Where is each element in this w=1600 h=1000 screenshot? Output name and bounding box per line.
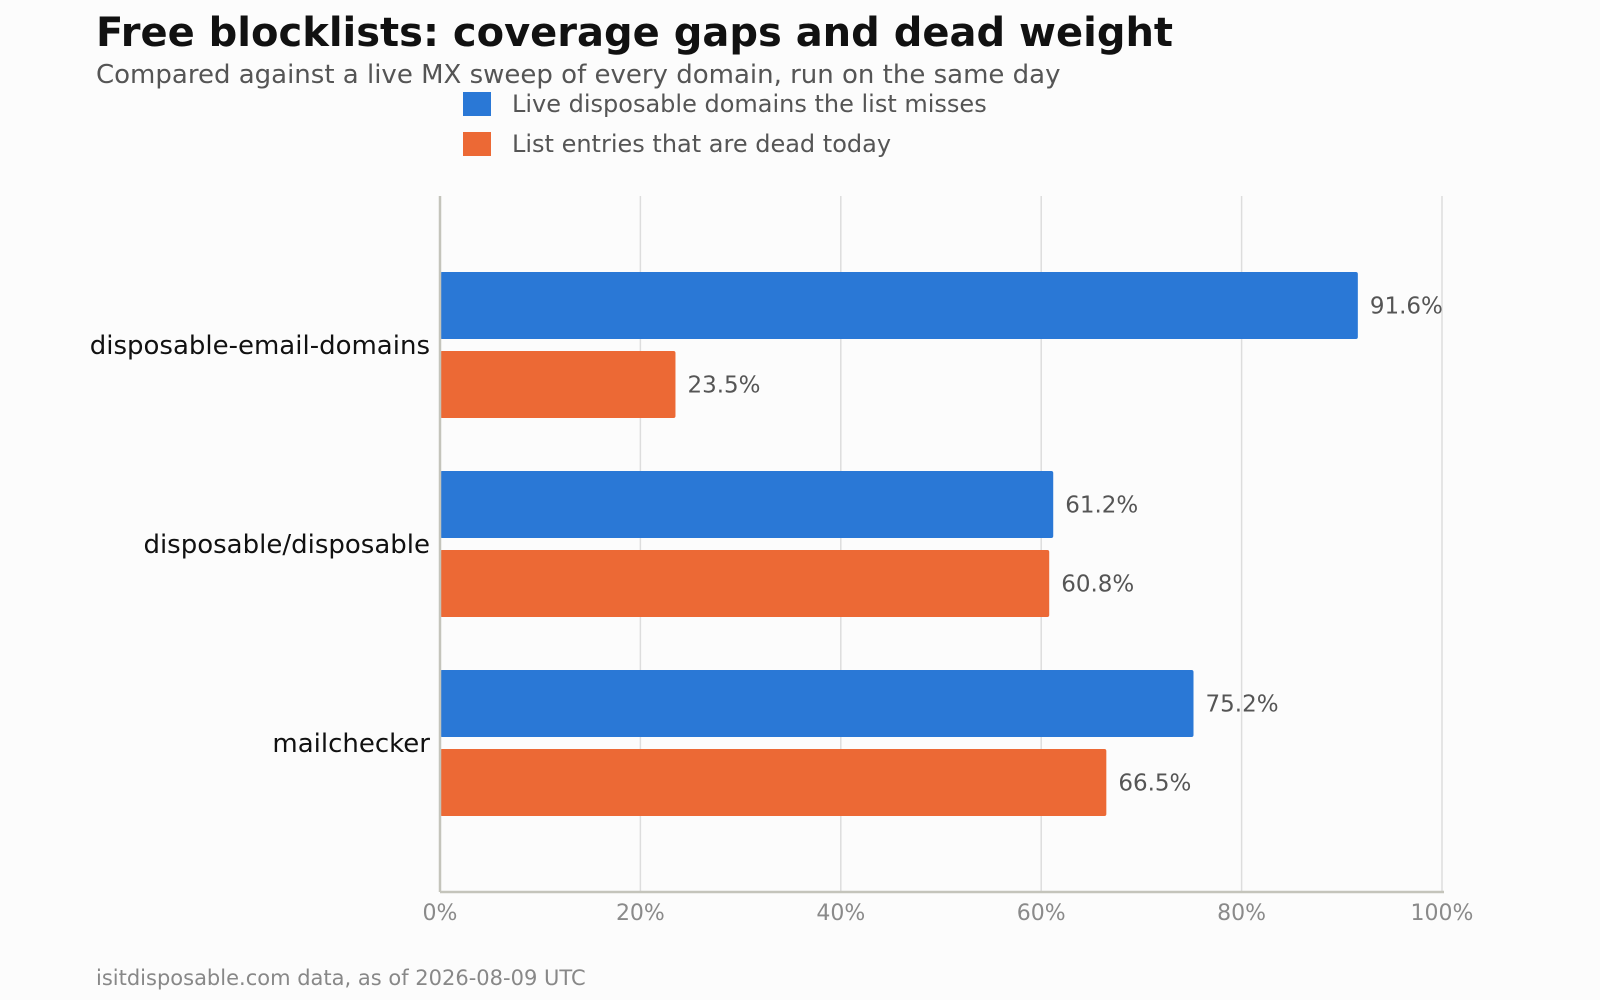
bar: [440, 550, 1050, 617]
x-tick-label: 40%: [816, 901, 865, 926]
data-label: 61.2%: [1065, 493, 1138, 519]
bar: [440, 670, 1194, 737]
category-label: disposable/disposable: [143, 530, 430, 560]
legend-swatch: [463, 132, 491, 156]
x-tick-label: 0%: [423, 901, 458, 926]
bars: [440, 272, 1358, 816]
legend: Live disposable domains the list misses L…: [463, 90, 987, 158]
axes: [438, 196, 1444, 894]
bar: [440, 272, 1358, 339]
x-tick-label: 80%: [1217, 901, 1266, 926]
data-label: 75.2%: [1206, 692, 1279, 718]
x-tick-label: 100%: [1411, 901, 1474, 926]
category-label: disposable-email-domains: [90, 331, 430, 361]
chart-subtitle: Compared against a live MX sweep of ever…: [96, 60, 1061, 90]
x-tick-label: 60%: [1017, 901, 1066, 926]
data-label: 23.5%: [687, 373, 760, 399]
bar: [440, 351, 676, 418]
bar: [440, 471, 1054, 538]
x-tick-label: 20%: [616, 901, 665, 926]
category-label: mailchecker: [272, 729, 430, 759]
data-label: 60.8%: [1061, 572, 1134, 598]
data-label: 66.5%: [1118, 771, 1191, 797]
legend-label: List entries that are dead today: [512, 130, 891, 158]
bar: [440, 749, 1107, 816]
legend-swatch: [463, 92, 491, 116]
source-note: isitdisposable.com data, as of 2026-08-0…: [96, 966, 586, 990]
legend-label: Live disposable domains the list misses: [512, 90, 987, 118]
chart-title: Free blocklists: coverage gaps and dead …: [96, 10, 1174, 56]
data-label: 91.6%: [1370, 294, 1443, 320]
labels: 0% 20% 40% 60% 80% 100% 91.6% 23.5% disposable-e…: [90, 294, 1474, 927]
